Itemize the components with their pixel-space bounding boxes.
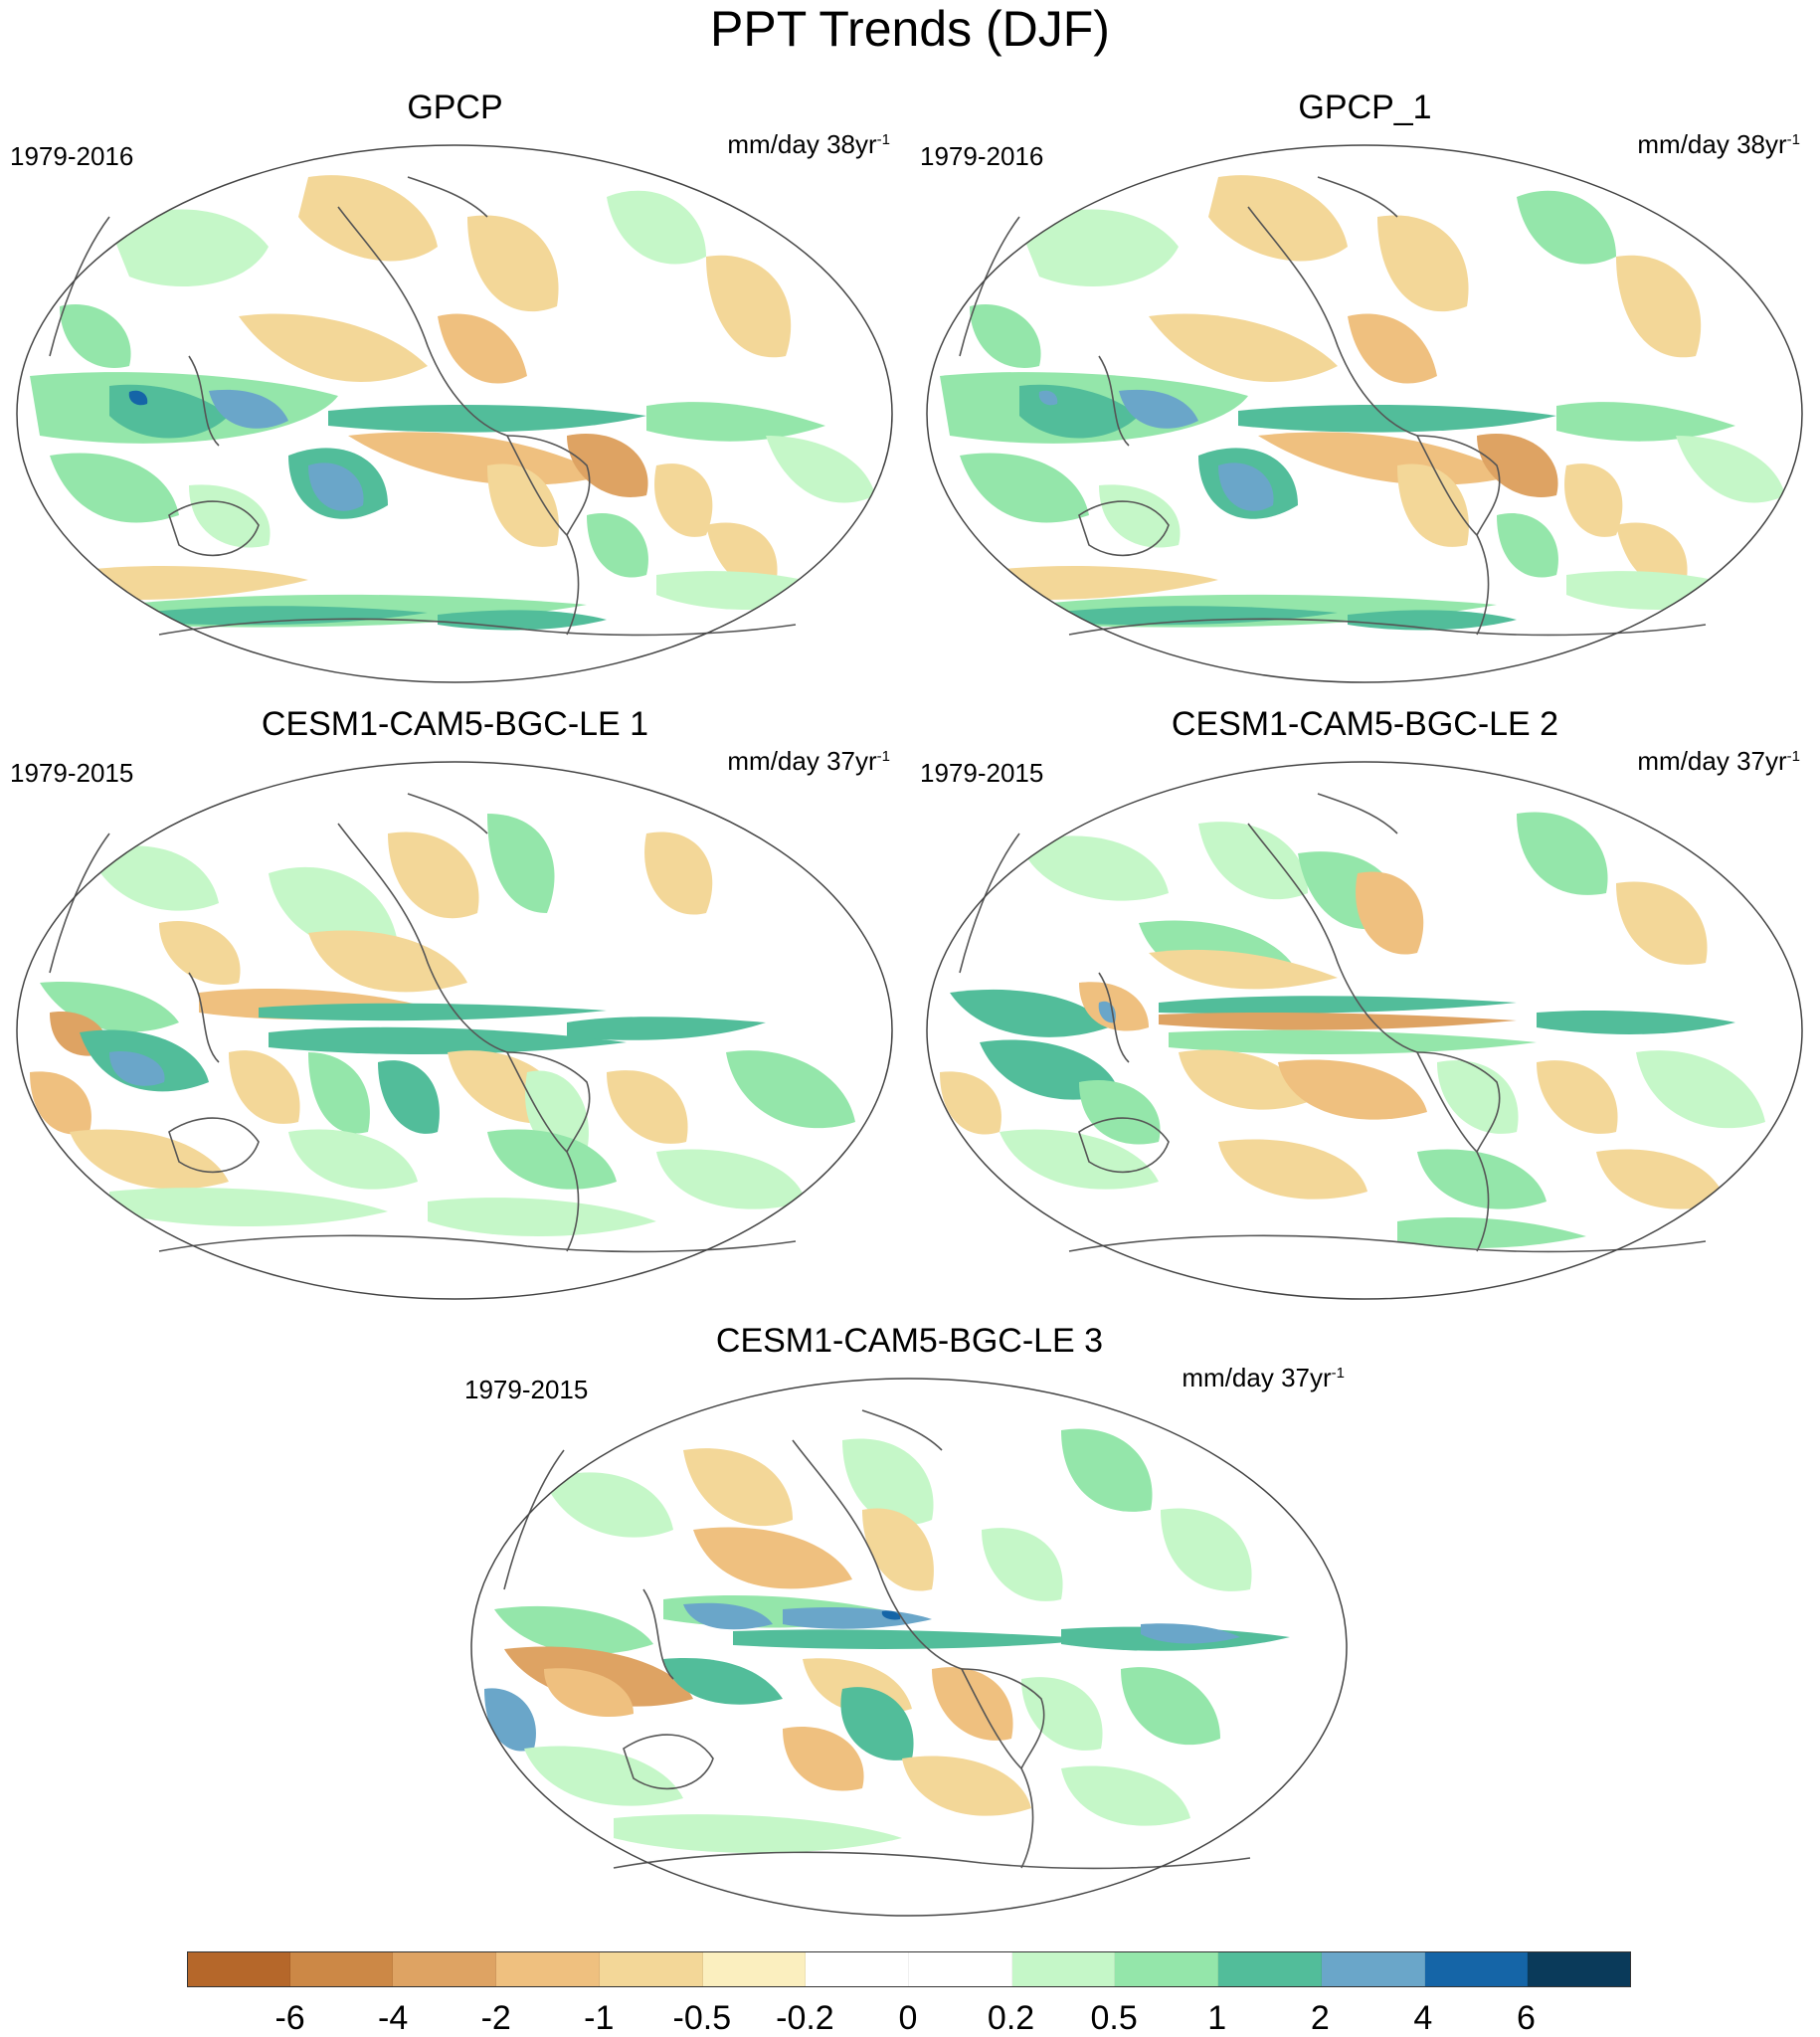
panel-title: CESM1-CAM5-BGC-LE 3 <box>715 1322 1104 1360</box>
colorbar-swatch <box>393 1951 497 1987</box>
colorbar-swatch <box>1011 1951 1116 1987</box>
colorbar-tick-label: 0.2 <box>987 1999 1035 2037</box>
colorbar-tick-label: 2 <box>1310 1999 1330 2037</box>
colorbar-swatch <box>289 1951 394 1987</box>
panel-cesm-2: CESM1-CAM5-BGC-LE 2 1979-2015 mm/day 37y… <box>910 617 1820 1300</box>
colorbar-tick-label: -2 <box>480 1999 511 2037</box>
colorbar-swatch <box>1115 1951 1219 1987</box>
colorbar-swatch <box>1424 1951 1529 1987</box>
colorbar-swatch <box>1218 1951 1322 1987</box>
colorbar-tick-label: -0.5 <box>672 1999 732 2037</box>
colorbar-swatch <box>1528 1951 1632 1987</box>
panel-cesm-1: CESM1-CAM5-BGC-LE 1 1979-2015 mm/day 37y… <box>0 617 910 1300</box>
panel-units: mm/day 37yr-1 <box>1182 1363 1345 1392</box>
world-map <box>470 1378 1348 1917</box>
colorbar-tick-label: 4 <box>1413 1999 1433 2037</box>
colorbar-swatch <box>909 1951 1012 1987</box>
panel-units: mm/day 37yr-1 <box>1637 746 1800 776</box>
panel-period: 1979-2016 <box>10 141 134 171</box>
colorbar-tick-label: -6 <box>274 1999 305 2037</box>
colorbar-swatch <box>599 1951 703 1987</box>
world-map <box>926 761 1803 1300</box>
main-title: PPT Trends (DJF) <box>710 1 1110 57</box>
colorbar-tick-label: 0.5 <box>1090 1999 1138 2037</box>
panel-title: CESM1-CAM5-BGC-LE 1 <box>261 705 649 743</box>
panel-title: CESM1-CAM5-BGC-LE 2 <box>1171 705 1559 743</box>
world-map <box>16 144 893 683</box>
colorbar-tick-label: 0 <box>898 1999 918 2037</box>
colorbar-tick-label: -1 <box>584 1999 615 2037</box>
panel-title: GPCP <box>407 89 503 126</box>
panel-units: mm/day 37yr-1 <box>727 746 890 776</box>
colorbar <box>187 1951 1632 1987</box>
panel-title: GPCP_1 <box>1298 89 1432 126</box>
panel-units: mm/day 38yr-1 <box>1637 129 1800 159</box>
panel-cesm-3: CESM1-CAM5-BGC-LE 3 1979-2015 mm/day 37y… <box>455 1233 1365 1917</box>
colorbar-swatch <box>187 1951 290 1987</box>
colorbar-tick-label: -0.2 <box>776 1999 834 2037</box>
panel-units: mm/day 38yr-1 <box>727 129 890 159</box>
world-map <box>16 761 893 1300</box>
colorbar-swatch <box>806 1951 910 1987</box>
panel-period: 1979-2015 <box>10 758 134 788</box>
panel-period: 1979-2015 <box>464 1375 589 1404</box>
colorbar-swatch <box>1321 1951 1425 1987</box>
colorbar-tick-label: 1 <box>1207 1999 1227 2037</box>
colorbar-tick-label: -4 <box>378 1999 409 2037</box>
panel-gpcp-1: GPCP_1 1979-2016 mm/day 38yr-1 <box>910 0 1820 683</box>
panel-period: 1979-2015 <box>920 758 1044 788</box>
colorbar-tick-label: 6 <box>1516 1999 1536 2037</box>
colorbar-swatch <box>702 1951 807 1987</box>
colorbar-swatch <box>496 1951 600 1987</box>
panel-gpcp: GPCP 1979-2016 mm/day 38yr-1 <box>0 0 910 683</box>
panel-period: 1979-2016 <box>920 141 1044 171</box>
world-map <box>926 144 1803 683</box>
